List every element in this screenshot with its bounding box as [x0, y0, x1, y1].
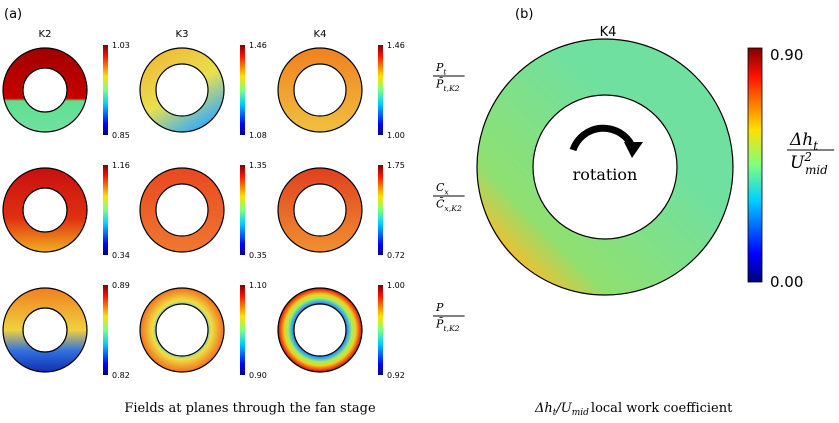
contour-ring — [139, 287, 225, 373]
quantity-numerator: Δht — [789, 130, 818, 153]
caption-sub: mid — [572, 408, 589, 418]
caption-part: /U — [554, 401, 572, 416]
column-title: K4 — [314, 29, 327, 40]
subscript: x — [444, 187, 449, 196]
colorbar-max-label: 1.03 — [112, 41, 130, 50]
colorbar — [378, 45, 383, 135]
quantity-denominator: P̄t,K2 — [435, 318, 460, 333]
contour-ring — [2, 167, 88, 253]
superscript: 2 — [803, 150, 812, 164]
colorbar-max-label: 0.90 — [770, 46, 803, 64]
colorbar — [747, 47, 763, 283]
contour-ring — [139, 47, 225, 133]
colorbar — [240, 165, 245, 255]
colorbar-min-label: 0.90 — [249, 371, 267, 380]
subscript: t,K2 — [443, 324, 459, 333]
subscript: t — [813, 139, 818, 153]
subscript: mid — [805, 163, 828, 177]
colorbar — [378, 285, 383, 375]
caption: Δht/Umid local work coefficient — [534, 401, 733, 418]
colorbar-min-label: 0.34 — [112, 251, 130, 260]
symbol: P̄ — [435, 78, 444, 91]
symbol: C̄ — [436, 198, 445, 211]
colorbar — [103, 285, 108, 375]
colorbar-min-label: 0.92 — [387, 371, 405, 380]
symbol: U — [790, 153, 805, 173]
colorbar-max-label: 1.46 — [249, 41, 267, 50]
colorbar — [378, 165, 383, 255]
quantity-numerator: Pt — [435, 61, 447, 76]
caption-sub: t — [553, 408, 557, 418]
subscript: x,K2 — [444, 204, 462, 213]
contour-ring — [2, 47, 88, 133]
quantity-denominator: U2 mid — [790, 150, 828, 177]
panel-label: (a) — [4, 7, 22, 22]
colorbar-max-label: 1.35 — [249, 161, 267, 170]
symbol: C — [436, 181, 445, 194]
colorbar-min-label: 0.72 — [387, 251, 405, 260]
contour-ring — [277, 47, 363, 133]
caption-part: local work coefficient — [591, 401, 733, 416]
colorbar — [240, 45, 245, 135]
subscript: t — [443, 67, 447, 76]
caption: Fields at planes through the fan stage — [124, 401, 376, 416]
contour-ring — [277, 167, 363, 253]
colorbar-min-label: 0.00 — [770, 273, 803, 291]
contour-ring — [277, 287, 363, 373]
colorbar-max-label: 1.46 — [387, 41, 405, 50]
column-title: K2 — [39, 29, 52, 40]
subscript: t,K2 — [443, 84, 459, 93]
quantity-label: P P̄t,K2 — [433, 301, 465, 333]
contour-ring — [139, 167, 225, 253]
colorbar-max-label: 1.10 — [249, 281, 267, 290]
symbol: P — [435, 61, 444, 74]
colorbar-min-label: 0.85 — [112, 131, 130, 140]
quantity-label: Cx C̄x,K2 — [433, 181, 465, 213]
symbol: P — [435, 301, 444, 314]
symbol: Δh — [789, 130, 813, 150]
quantity-numerator: P — [435, 301, 444, 314]
colorbar-min-label: 0.82 — [112, 371, 130, 380]
symbol: P̄ — [435, 318, 444, 331]
colorbar-min-label: 0.35 — [249, 251, 267, 260]
center-label: rotation — [573, 165, 638, 184]
quantity-denominator: C̄x,K2 — [436, 198, 462, 213]
contour-ring — [2, 287, 88, 373]
colorbar-max-label: 0.89 — [112, 281, 130, 290]
rotation-arrow — [569, 124, 643, 158]
colorbar-min-label: 1.00 — [387, 131, 405, 140]
quantity-label: Pt P̄t,K2 — [433, 61, 465, 93]
colorbar-max-label: 1.75 — [387, 161, 405, 170]
contour-ring — [476, 38, 734, 296]
quantity-denominator: P̄t,K2 — [435, 78, 460, 93]
caption-part: Δh — [534, 401, 553, 416]
colorbar — [103, 45, 108, 135]
panel-label: (b) — [515, 7, 533, 22]
colorbar — [240, 285, 245, 375]
panel-title: K4 — [600, 25, 617, 40]
colorbar-min-label: 1.08 — [249, 131, 267, 140]
colorbar-max-label: 1.00 — [387, 281, 405, 290]
quantity-numerator: Cx — [436, 181, 449, 196]
column-title: K3 — [176, 29, 189, 40]
colorbar-max-label: 1.16 — [112, 161, 130, 170]
colorbar — [103, 165, 108, 255]
